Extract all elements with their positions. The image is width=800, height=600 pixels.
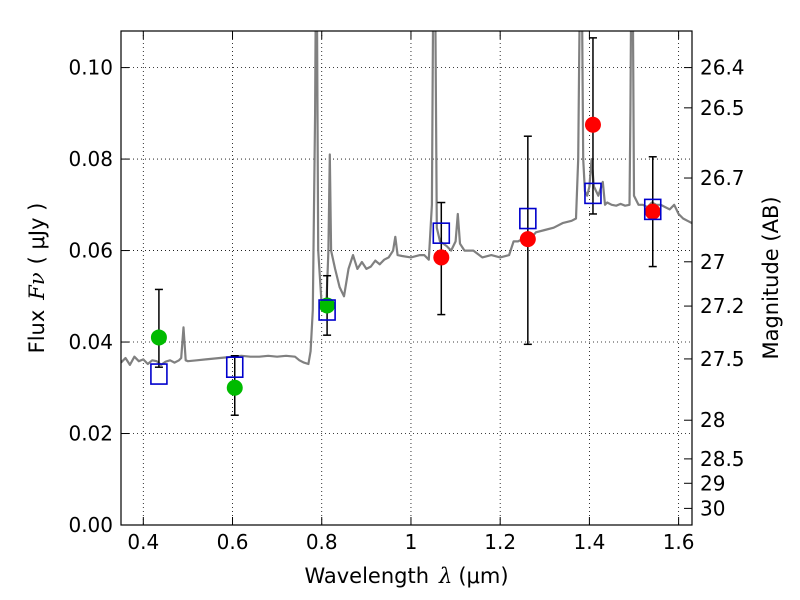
observed-point	[433, 249, 450, 266]
plot-area	[121, 31, 692, 416]
model-square	[432, 222, 451, 244]
spectrum-line	[121, 31, 692, 366]
x-tick-label: 1.6	[663, 530, 695, 554]
model-square	[584, 182, 602, 205]
x-tick-label: 1.2	[484, 530, 516, 554]
x-axis-label: Wavelength λ (μm)	[304, 564, 508, 588]
magnitude-tick-label: 28.5	[700, 447, 745, 471]
y-tick-label: 0.10	[68, 56, 113, 80]
magnitude-tick-label: 29	[700, 471, 725, 495]
observed-point	[519, 231, 536, 248]
grid	[121, 31, 692, 525]
observed-point	[319, 297, 336, 314]
x-tick-label: 1	[405, 530, 418, 554]
x-tick-label: 0.4	[127, 530, 159, 554]
magnitude-axis-label: Magnitude (AB)	[759, 196, 783, 359]
observed-point	[226, 379, 243, 396]
observed-point	[584, 116, 601, 133]
model-square	[225, 356, 244, 378]
y-tick-label: 0.02	[68, 422, 113, 446]
y-tick-label: 0.04	[68, 330, 113, 354]
magnitude-tick-label: 26.7	[700, 166, 745, 190]
model-square	[643, 198, 662, 221]
y-axis-label: FluxFν( μJy )	[25, 203, 49, 354]
magnitude-tick-label: 27.2	[700, 294, 745, 318]
y-tick-label: 0.00	[68, 513, 113, 537]
x-tick-label: 0.8	[306, 530, 338, 554]
x-tick-label: 0.6	[217, 530, 249, 554]
magnitude-tick-label: 30	[700, 496, 725, 520]
plot-frame	[120, 30, 693, 526]
y-tick-label: 0.06	[68, 239, 113, 263]
observed-point	[644, 203, 661, 220]
model-square	[150, 363, 168, 385]
magnitude-tick-label: 27.5	[700, 347, 745, 371]
magnitude-tick-label: 26.5	[700, 96, 745, 120]
magnitude-tick-label: 26.4	[700, 56, 745, 80]
model-square	[318, 299, 336, 321]
model-square	[519, 207, 537, 230]
magnitude-tick-label: 28	[700, 408, 725, 432]
observed-point	[150, 329, 167, 346]
magnitude-tick-label: 27	[700, 250, 725, 274]
y-tick-label: 0.08	[68, 147, 113, 171]
x-tick-label: 1.4	[573, 530, 605, 554]
axis-ticks: 0.4 0.6 0.8 1 1.2 1.4 1.6 0.00 0.02 0.04 0.06 0.08 0…	[68, 31, 745, 554]
